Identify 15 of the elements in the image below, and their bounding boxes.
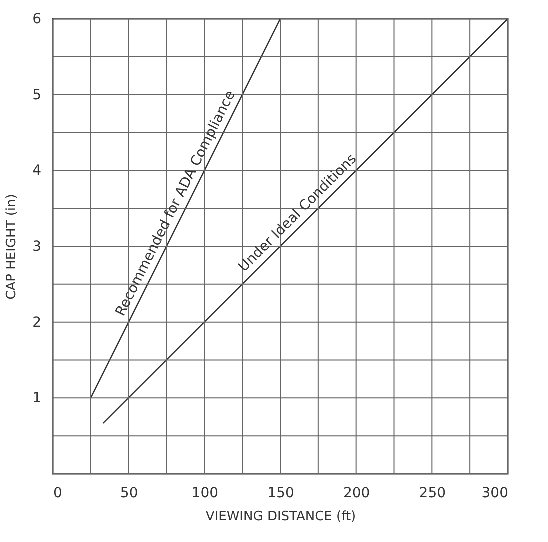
y-tick-label: 3	[32, 239, 42, 255]
x-tick-label: 100	[192, 486, 219, 502]
x-axis-title: VIEWING DISTANCE (ft)	[206, 510, 356, 524]
x-tick-label: 50	[120, 486, 138, 502]
y-axis-title: CAP HEIGHT (in)	[4, 194, 20, 300]
y-tick-label: 1	[32, 390, 42, 407]
y-tick-label: 5	[32, 87, 42, 104]
x-tick-label: 200	[343, 486, 370, 502]
y-tick-label: 4	[32, 163, 42, 180]
x-tick-label: 150	[268, 486, 294, 502]
x-tick-label: 300	[482, 486, 508, 502]
y-tick-label: 6	[32, 12, 42, 28]
x-tick-label: 0	[54, 486, 62, 502]
x-tick-label: 250	[419, 486, 446, 502]
y-tick-label: 2	[32, 314, 42, 331]
